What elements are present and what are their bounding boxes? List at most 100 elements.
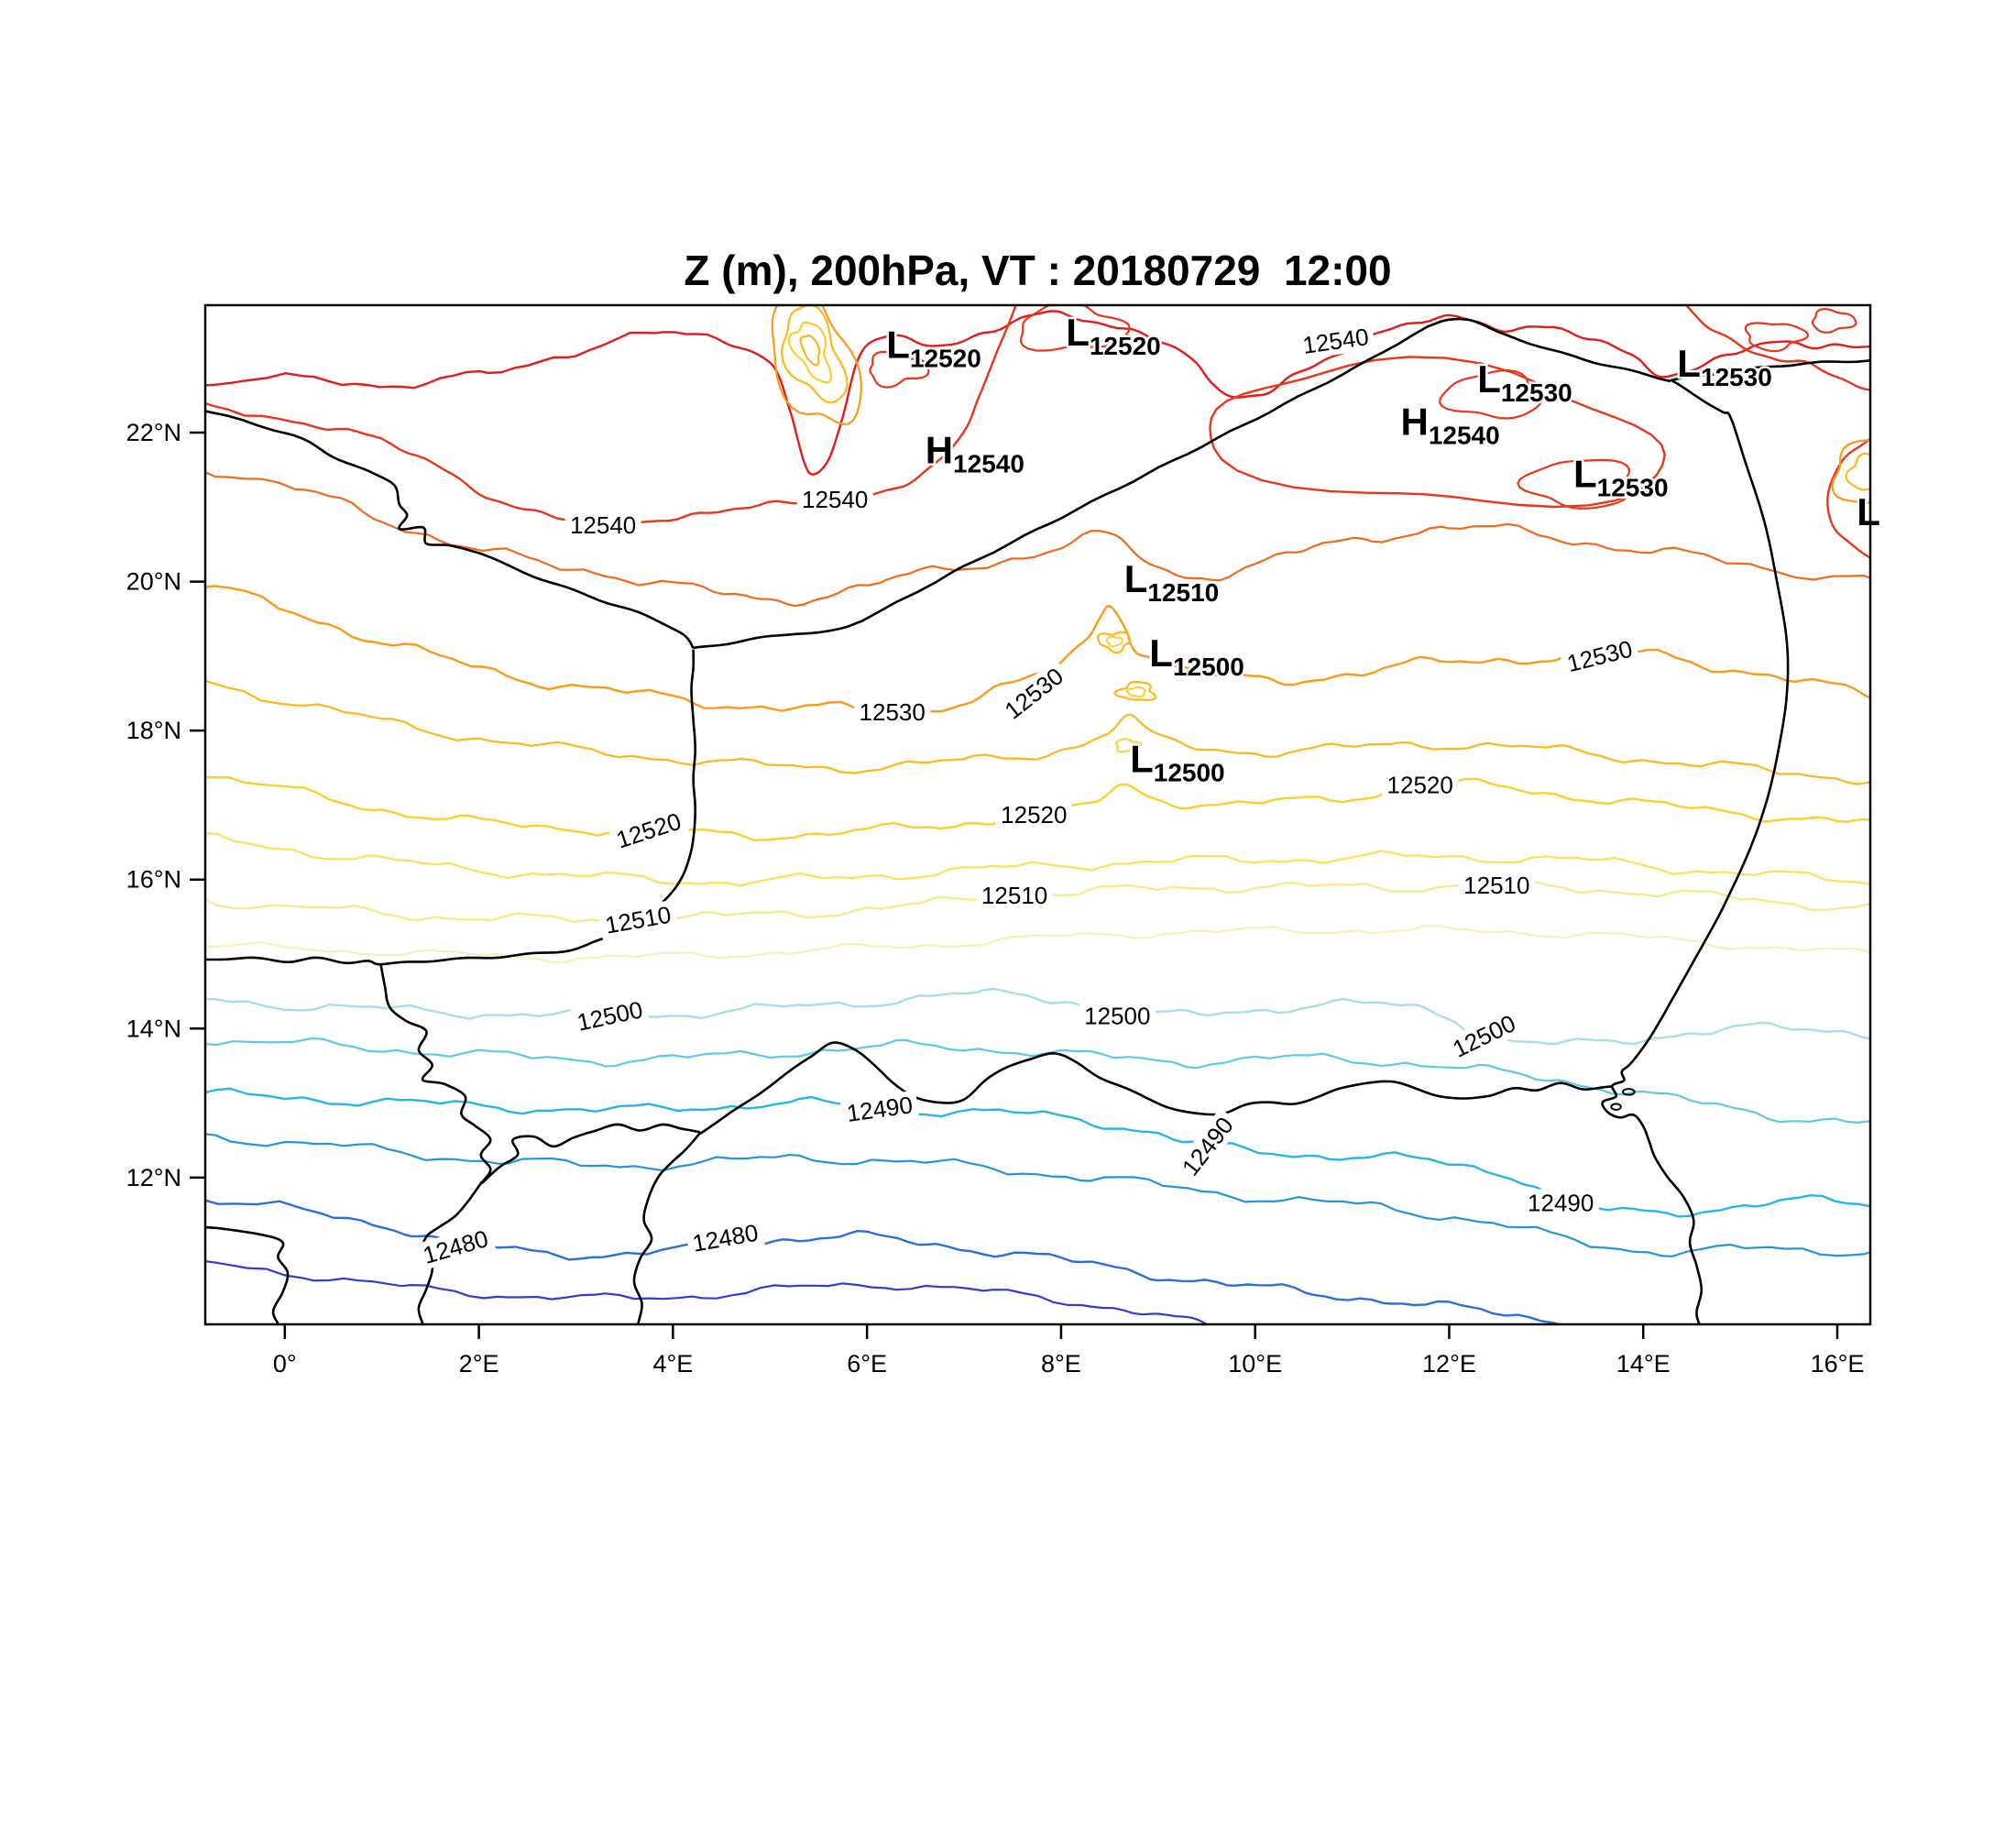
svg-text:L12500: L12500: [1149, 631, 1244, 681]
pressure-center-l-12510: L12510: [1122, 555, 1222, 609]
contour-line-spiral-core: [799, 335, 821, 367]
contour-label: 12540: [796, 486, 873, 514]
contour-layer: [205, 305, 1870, 1324]
svg-text:12520: 12520: [1387, 772, 1453, 799]
axes-layer: 0° 2°E 4°E 6°E 8°E 10°E 12°E 14°E 16°E 22°N 20°N 18…: [126, 419, 1865, 1377]
y-tick-label: 14°N: [126, 1015, 181, 1042]
svg-text:L12530: L12530: [1573, 452, 1669, 501]
x-tick-label: 12°E: [1422, 1350, 1476, 1377]
contour-line-12480: [205, 1199, 1562, 1324]
country-border-niger-chad-lakechad: [1601, 379, 1790, 1324]
contour-label: 12480: [415, 1223, 497, 1271]
pressure-center-h-12540: H12540: [1398, 398, 1502, 452]
svg-text:L12530: L12530: [1677, 342, 1772, 391]
contour-line-edge-loop-inner: [1845, 452, 1870, 491]
country-border-benin-nigeria: [632, 1132, 702, 1324]
svg-text:12540: 12540: [802, 486, 868, 513]
contour-label: 12510: [597, 899, 678, 940]
contour-line-12485: [205, 1133, 1870, 1257]
pressure-center-l-12530: L12530: [1572, 450, 1671, 504]
contour-line-12525: [205, 679, 1870, 785]
svg-text:12490: 12490: [845, 1091, 915, 1127]
svg-text:L12520: L12520: [1066, 311, 1161, 360]
svg-text:12480: 12480: [690, 1219, 760, 1257]
svg-text:12500: 12500: [1449, 1009, 1520, 1063]
contour-label: 12530: [995, 659, 1073, 728]
contour-label: 12530: [1559, 633, 1640, 679]
y-tick-label: 20°N: [126, 568, 181, 596]
pressure-center-l-12530: L12530: [1475, 356, 1575, 410]
contour-line-spiral-inner: [787, 321, 833, 384]
svg-text:L: L: [1857, 490, 1880, 533]
contour-label: 12520: [1382, 771, 1459, 799]
contour-line-12540-west: [205, 305, 1017, 523]
contour-label: 12480: [685, 1217, 765, 1258]
svg-text:H12540: H12540: [926, 428, 1024, 477]
contour-line-edge-loop-outer: [1831, 439, 1870, 504]
x-tick-label: 4°E: [652, 1350, 693, 1377]
contour-line-12490: [205, 1087, 1870, 1218]
contour-label: 12540: [564, 510, 641, 539]
country-border-algeria-mali: [205, 410, 695, 649]
contour-line-12515: [205, 832, 1870, 887]
border-layer: [205, 317, 1870, 1324]
lake-island: [1610, 1103, 1622, 1111]
svg-text:12520: 12520: [613, 807, 685, 854]
contour-line-12540-ne-loop-a: [1744, 322, 1810, 353]
pressure-center-l: L: [1855, 488, 1883, 535]
contour-line-12510: [205, 878, 1870, 927]
svg-text:L12520: L12520: [886, 324, 981, 373]
svg-text:12500: 12500: [575, 995, 645, 1036]
x-tick-label: 16°E: [1811, 1350, 1865, 1377]
svg-text:12510: 12510: [603, 901, 673, 939]
contour-line-12540-ne: [1684, 305, 1870, 391]
svg-text:L12510: L12510: [1124, 557, 1220, 607]
country-border-burkina-niger: [379, 964, 492, 1183]
contour-label: 12500: [1443, 1006, 1525, 1066]
svg-text:L12530: L12530: [1477, 357, 1572, 407]
plot-frame: [203, 303, 1872, 1326]
x-tick-label: 6°E: [847, 1350, 887, 1377]
svg-text:12520: 12520: [1001, 801, 1067, 829]
contour-line-12540-east-loop: [1209, 356, 1666, 509]
svg-text:12530: 12530: [860, 698, 926, 726]
contour-line-low-loop-12500b: [1115, 738, 1142, 753]
contour-line-12540-east-edge: [1826, 437, 1870, 559]
x-tick-label: 14°E: [1616, 1350, 1671, 1377]
contour-line-low-loop-12500a-inner: [1125, 686, 1146, 698]
pressure-center-l-12520: L12520: [884, 321, 984, 375]
country-border-algeria-niger-libya: [693, 317, 1671, 650]
contour-line-12475: [205, 1260, 1208, 1324]
svg-text:12540: 12540: [1301, 323, 1371, 359]
svg-text:12510: 12510: [1463, 872, 1529, 899]
contour-label: 12510: [1458, 872, 1535, 900]
country-border-niger-nigeria: [699, 1041, 1613, 1136]
pressure-center-l-12500: L12500: [1147, 630, 1247, 684]
contour-line-12535-inner-loop-b: [1517, 458, 1631, 510]
country-border-burkina-togo: [205, 1225, 290, 1324]
contour-label: 12500: [1079, 1002, 1156, 1030]
y-tick-label: 12°N: [126, 1164, 181, 1191]
contour-label: 12530: [854, 697, 931, 726]
svg-text:12510: 12510: [981, 882, 1047, 909]
pressure-center-l-12530: L12530: [1675, 340, 1775, 394]
x-tick-label: 2°E: [459, 1350, 499, 1377]
y-tick-label: 16°N: [126, 866, 181, 894]
svg-text:12530: 12530: [1000, 662, 1068, 724]
contour-line-spiral-mid: [780, 305, 849, 404]
contour-line-low-loop-top-a: [869, 350, 930, 389]
contour-line-low-loop-12500a-outer: [1113, 680, 1157, 701]
contour-line-12505: [205, 924, 1870, 963]
contour-label: 12500: [569, 994, 651, 1037]
contour-label: 12490: [1522, 1189, 1599, 1217]
contour-line-12540-ne-loop-b: [1811, 307, 1857, 334]
svg-text:12530: 12530: [1564, 635, 1635, 678]
contour-label: 12520: [995, 801, 1072, 829]
contour-label: 12520: [608, 806, 690, 856]
contour-label: 12540: [1296, 322, 1375, 360]
contour-line-12520: [205, 775, 1870, 842]
contour-line-spiral-outer: [771, 305, 862, 426]
country-border-niger-benin-river: [480, 1123, 701, 1185]
contour-label: 12490: [839, 1090, 920, 1128]
